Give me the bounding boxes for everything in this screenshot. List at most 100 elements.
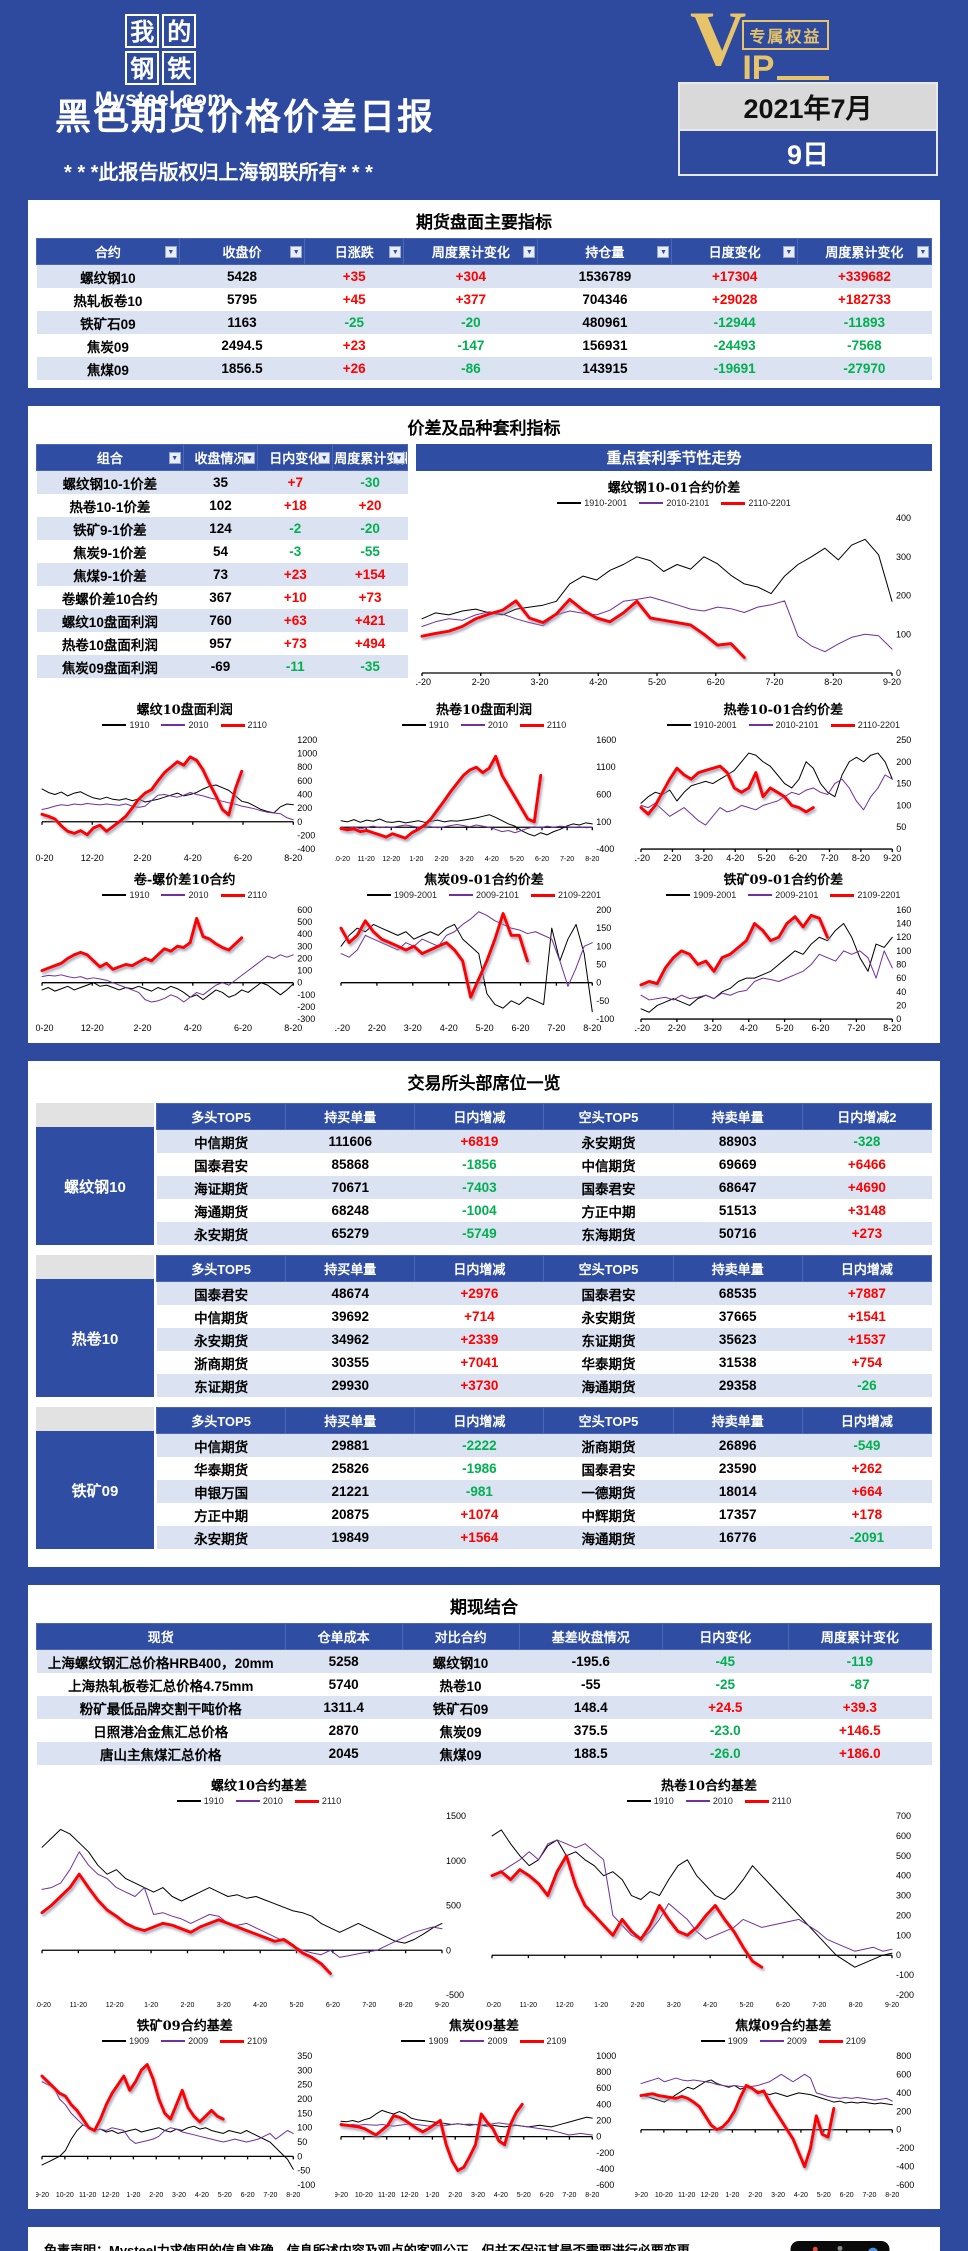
legend-item: 2110-2201	[721, 498, 791, 508]
svg-text:6-20: 6-20	[811, 1023, 829, 1033]
filter-dropdown-icon[interactable]: ▼	[393, 451, 405, 464]
svg-text:11-20: 11-20	[70, 2002, 87, 2009]
svg-text:400: 400	[896, 2088, 911, 2098]
table-row: 日照港冶金焦汇总价格 2870 焦炭09 375.5 -23.0 +146.5	[37, 1719, 932, 1742]
legend-item: 1910	[176, 1796, 224, 1806]
filter-dropdown-icon[interactable]: ▼	[168, 451, 181, 464]
svg-text:9-20: 9-20	[36, 2192, 49, 2199]
svg-text:2-20: 2-20	[748, 2192, 762, 2199]
table-cell: -20	[461, 315, 481, 330]
legend-line-swatch	[102, 2040, 127, 2042]
table-row: 铁矿9-1价差 124 -2 -20	[36, 517, 408, 540]
chart-plot: -100 -50 0 50 100 150 200 1-20 2-20 3-20 4-20 5-20 6…	[335, 905, 614, 1033]
svg-text:6-20: 6-20	[241, 2192, 255, 2199]
legend-label: 2010	[188, 890, 209, 900]
table-row: 国泰君安 48674 +2976 国泰君安 68535 +7887	[156, 1281, 932, 1305]
seat-side: 热卷10	[36, 1255, 154, 1397]
legend-line-swatch	[161, 2040, 186, 2042]
svg-text:3-20: 3-20	[530, 677, 548, 687]
table-cell: 国泰君安	[581, 1181, 636, 1197]
table-cell: -2091	[849, 1530, 885, 1545]
svg-text:6-20: 6-20	[234, 1023, 252, 1033]
legend-item: 1910	[102, 890, 149, 900]
svg-text:3-20: 3-20	[703, 1023, 721, 1033]
svg-text:100: 100	[297, 2123, 312, 2133]
svg-text:12-20: 12-20	[106, 2002, 124, 2009]
svg-text:10-20: 10-20	[36, 853, 54, 863]
svg-text:500: 500	[446, 1901, 461, 1911]
table-cell: -2222	[462, 1438, 497, 1453]
svg-text:10-20: 10-20	[36, 2002, 51, 2009]
legend-line-swatch	[557, 502, 582, 504]
table-cell: +146.5	[838, 1723, 881, 1738]
table-cell: 海通期货	[581, 1379, 636, 1395]
table-row: 热轧板卷10 5795 +45 +377 704346 +29028 +182733	[37, 288, 932, 311]
table-cell: 68535	[718, 1286, 757, 1301]
table-row: 卷螺价差10合约 367 +10 +73	[37, 586, 408, 609]
series-line-2109	[40, 2063, 225, 2133]
svg-text:11-20: 11-20	[358, 856, 375, 863]
filter-dropdown-icon[interactable]: ▼	[243, 451, 256, 464]
svg-text:12-20: 12-20	[81, 1023, 104, 1033]
table-cell: 焦煤09	[86, 362, 129, 378]
filter-dropdown-icon[interactable]: ▼	[782, 245, 795, 258]
svg-text:2-20: 2-20	[435, 856, 449, 863]
table-cell: 申银万国	[194, 1485, 249, 1501]
filter-dropdown-icon[interactable]: ▼	[657, 245, 670, 258]
table-cell: +2976	[460, 1286, 499, 1301]
table-cell: -30	[360, 475, 380, 490]
table-cell: 永安期货	[581, 1135, 636, 1151]
svg-text:-200: -200	[896, 2143, 914, 2153]
series-line-1910-2001	[421, 538, 893, 620]
table-cell: 375.5	[573, 1723, 608, 1738]
table-cell: 浙商期货	[194, 1356, 249, 1372]
table-cell: 焦炭09盘面利润	[61, 660, 158, 676]
svg-text:8-20: 8-20	[849, 2002, 863, 2009]
footer-right: 联系电话：021-26093642	[756, 2241, 924, 2251]
section-title-spread-arbitrage: 价差及品种套利指标	[407, 419, 561, 438]
table-cell: +304	[455, 269, 487, 284]
table-cell: -25	[715, 1677, 736, 1692]
legend-line-swatch	[639, 502, 664, 504]
seat-side: 螺纹钢10	[36, 1103, 154, 1245]
legend-item: 2009	[161, 2036, 208, 2046]
legend-line-swatch	[519, 723, 544, 727]
seat-label-iron: 铁矿09	[36, 1431, 154, 1549]
column-header: 日内变化	[661, 1623, 789, 1650]
table-cell: +20	[358, 498, 382, 513]
table-cell: +73	[358, 590, 382, 605]
table-header-row: 组合 ▼ 收盘情况 ▼ 日内变化 ▼ 周度累计变化 ▼	[36, 444, 408, 471]
legend-label: 2109-2201	[558, 890, 602, 900]
filter-dropdown-icon[interactable]: ▼	[917, 245, 929, 258]
table-header-row: 合约 ▼ 收盘价 ▼ 日涨跌 ▼ 周度累计变化 ▼ 持仓量 ▼ 日度变化 ▼ 周度累计变化 ▼	[36, 238, 933, 265]
column-header: 收盘情况 ▼	[182, 444, 259, 471]
svg-text:2-20: 2-20	[630, 2002, 644, 2009]
seat-label-hrc: 热卷10	[36, 1279, 154, 1397]
table-cell: 21221	[331, 1484, 369, 1499]
table-cell: 480961	[582, 315, 628, 330]
svg-text:100: 100	[896, 629, 911, 639]
svg-text:1-20: 1-20	[144, 2002, 158, 2009]
legend-item: 2110	[220, 890, 267, 900]
chart-title: 螺纹钢10-01合约价差	[607, 481, 741, 496]
panel-spread-arbitrage: 价差及品种套利指标 组合 ▼ 收盘情况 ▼ 日内变化 ▼ 周度累计变化 ▼ 螺纹钢10-1价差 3…	[28, 406, 940, 1043]
seat-table-rebar: 多头TOP5 持买单量 日内增减 空头TOP5 持卖单量 日内增减2 中信期货 111606 +…	[155, 1103, 933, 1245]
filter-dropdown-icon[interactable]: ▼	[523, 245, 536, 258]
legend-label: 2009	[188, 2036, 209, 2046]
series-line-2110	[339, 754, 543, 840]
table-cell: -1856	[462, 1157, 497, 1172]
legend-line-swatch	[759, 2040, 784, 2042]
svg-text:350: 350	[297, 2051, 312, 2061]
table-cell: -27970	[843, 361, 886, 376]
svg-text:0: 0	[446, 1945, 451, 1955]
svg-text:150: 150	[597, 923, 612, 933]
filter-dropdown-icon[interactable]: ▼	[290, 245, 303, 258]
filter-dropdown-icon[interactable]: ▼	[318, 451, 331, 464]
filter-dropdown-icon[interactable]: ▼	[389, 245, 402, 258]
legend-label: 1910-2001	[584, 498, 628, 508]
svg-text:5-20: 5-20	[218, 2192, 232, 2199]
filter-dropdown-icon[interactable]: ▼	[164, 245, 177, 258]
svg-text:7-20: 7-20	[862, 2192, 876, 2199]
